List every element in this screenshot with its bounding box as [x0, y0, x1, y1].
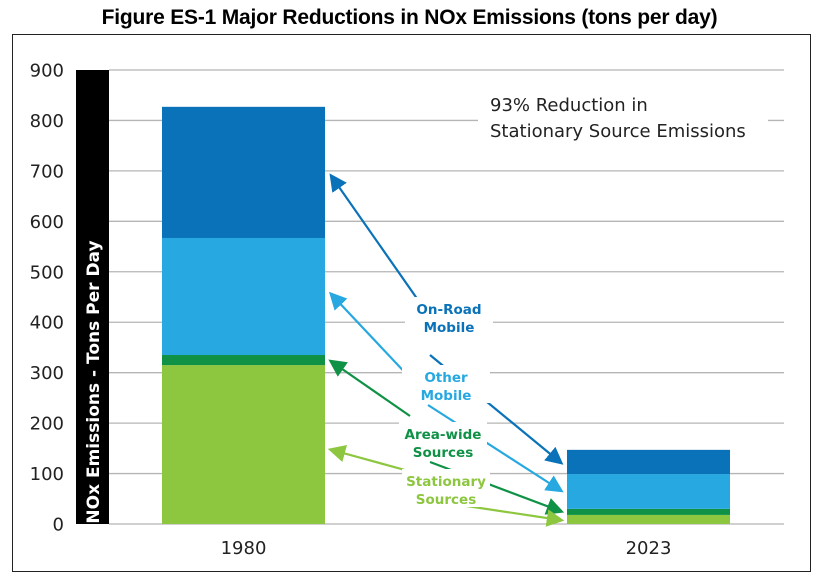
y-tick-label: 700 — [30, 161, 64, 182]
series-label: Other — [424, 370, 468, 386]
y-tick-label: 300 — [30, 363, 64, 384]
arrow-to-1980 — [329, 173, 419, 301]
y-tick-label: 0 — [53, 515, 64, 536]
chart-title: Figure ES-1 Major Reductions in NOx Emis… — [101, 6, 718, 29]
annotation: 93% Reduction in Stationary Source Emissi… — [478, 90, 768, 150]
arrow-to-1980 — [328, 291, 413, 381]
series-label: On-Road — [416, 302, 481, 318]
label-background — [405, 297, 493, 335]
x-tick-label: 2023 — [626, 538, 672, 559]
series-label: Area-wide — [405, 427, 482, 443]
y-tick-label: 200 — [30, 414, 64, 435]
arrow-to-2023 — [427, 404, 564, 493]
bar-segment-stationary-sources — [567, 514, 730, 524]
series-label: Mobile — [424, 320, 475, 336]
label-background — [402, 469, 490, 507]
chart-frame — [12, 34, 811, 572]
series-labels: On-Road Mobile Other Mobile Area-wide Sources… — [399, 297, 493, 508]
bars — [162, 106, 730, 524]
bar-segment-stationary-sources — [162, 365, 325, 524]
bar-segment-other-mobile — [162, 237, 325, 356]
series-label: Mobile — [421, 388, 472, 404]
y-tick-label: 600 — [30, 212, 64, 233]
annotation-text: 93% Reduction in — [490, 95, 648, 116]
y-tick-label: 900 — [30, 61, 64, 82]
series-label: Stationary — [406, 474, 486, 490]
x-ticks: 1980 2023 — [221, 538, 672, 559]
bar-segment-area-wide-sources — [162, 355, 325, 366]
y-ticks: 0 100 200 300 400 500 600 700 800 900 — [30, 61, 64, 536]
y-tick-label: 800 — [30, 111, 64, 132]
series-label: Sources — [416, 492, 476, 508]
annotation-text: Stationary Source Emissions — [490, 121, 746, 142]
annotation-background — [478, 90, 768, 150]
y-axis-label-band — [76, 70, 109, 524]
bar-segment-on-road-mobile — [162, 106, 325, 238]
bar-segment-other-mobile — [567, 474, 730, 509]
y-axis-label: NOx Emissions - Tons Per Day — [84, 240, 104, 523]
bar-segment-on-road-mobile — [567, 449, 730, 475]
arrow-to-1980 — [328, 359, 411, 417]
label-background — [399, 422, 487, 460]
series-label: Sources — [413, 445, 473, 461]
x-tick-label: 1980 — [221, 538, 267, 559]
y-tick-label: 100 — [30, 464, 64, 485]
label-background — [402, 365, 490, 403]
y-tick-label: 500 — [30, 262, 64, 283]
arrow-to-1980 — [327, 445, 406, 472]
arrows — [327, 173, 565, 527]
bar-segment-area-wide-sources — [567, 508, 730, 515]
y-tick-label: 400 — [30, 313, 64, 334]
